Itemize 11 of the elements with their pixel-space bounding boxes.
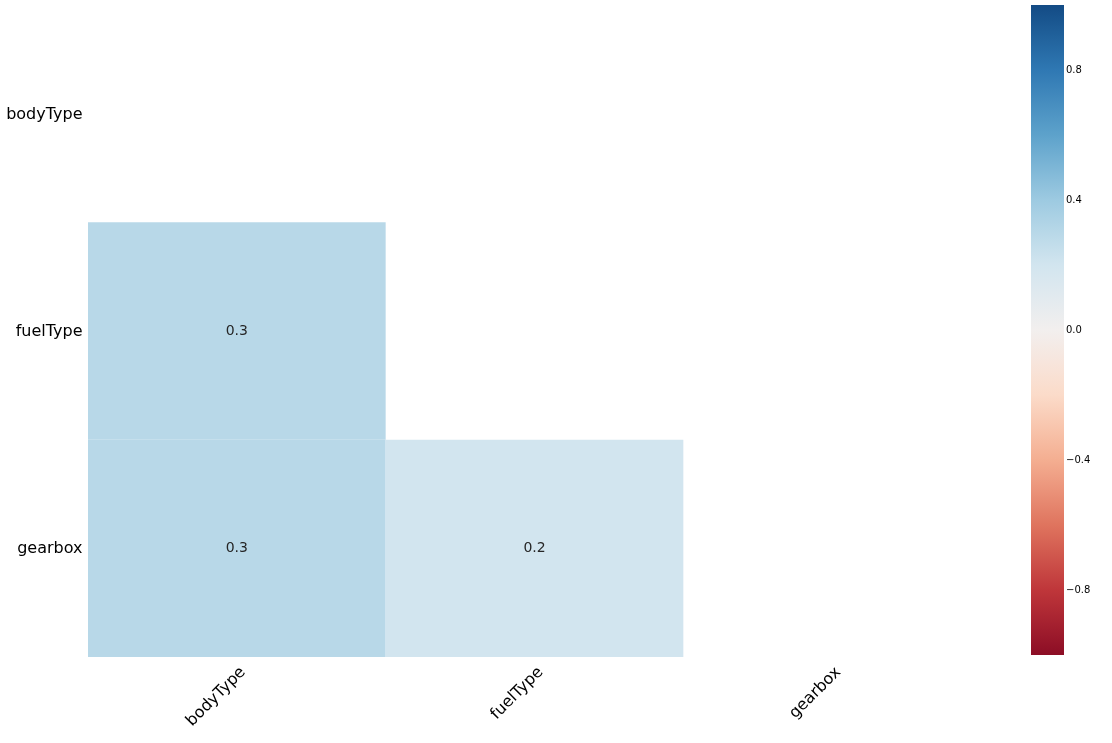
color-bar-label: 0.4 bbox=[1066, 194, 1082, 205]
y-tick-label: fuelType bbox=[15, 321, 83, 340]
data-label: 0.3 bbox=[225, 322, 248, 338]
color-bar-label: −0.4 bbox=[1066, 454, 1091, 465]
y-tick-label: bodyType bbox=[6, 103, 83, 123]
color-bar-label: 0.0 bbox=[1066, 324, 1082, 335]
color-bar-label: −0.8 bbox=[1066, 584, 1091, 595]
y-tick-label: gearbox bbox=[17, 538, 83, 558]
data-label: 0.3 bbox=[225, 539, 248, 556]
data-label: 0.2 bbox=[523, 539, 546, 556]
color-bar-label: 0.8 bbox=[1066, 64, 1082, 75]
